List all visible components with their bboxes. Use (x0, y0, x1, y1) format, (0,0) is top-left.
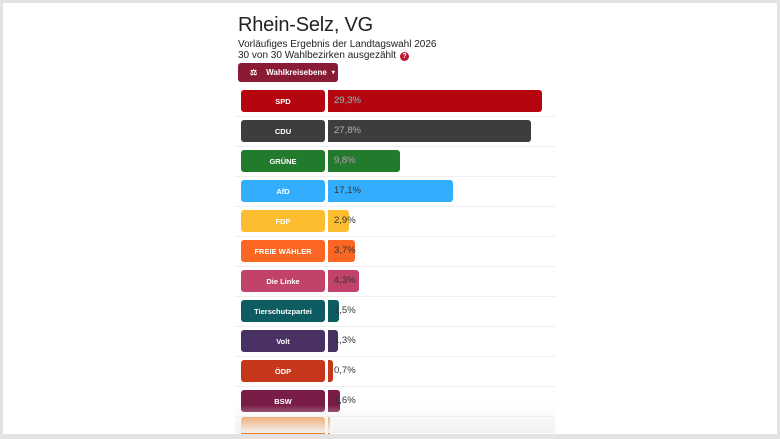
help-icon[interactable]: ? (400, 52, 410, 61)
party-label: FDP (241, 210, 325, 232)
result-bar (328, 210, 349, 232)
level-label: Wahlkreisebene (266, 68, 327, 77)
party-label: SPD (241, 90, 325, 112)
percent-value: 3,7% (334, 245, 356, 256)
party-label: AfD (241, 180, 325, 202)
percent-value: 0,7% (334, 365, 356, 376)
party-label: Die Linke (241, 270, 325, 292)
result-bar (328, 300, 339, 322)
percent-value: 1,6% (334, 395, 356, 406)
counted-status: 30 von 30 Wahlbezirken ausgezählt? (238, 50, 410, 61)
percent-value: 9,8% (334, 155, 356, 166)
result-bar (328, 270, 359, 292)
result-row[interactable]: ÖDP 0,7% (235, 357, 555, 387)
party-label: Tierschutzpartei (241, 300, 325, 322)
result-row[interactable]: FREIE WÄHLER 3,7% (235, 237, 555, 267)
result-bar (328, 90, 542, 112)
result-row[interactable]: CDU 27,8% (235, 117, 555, 147)
result-row[interactable]: Tierschutzpartei 1,5% (235, 297, 555, 327)
percent-value: 1,3% (334, 335, 356, 346)
chevron-down-icon: ▾ (331, 70, 335, 76)
result-bar (328, 330, 338, 352)
percent-value: 2,9% (334, 215, 356, 226)
page: Rhein-Selz, VG Vorläufiges Ergebnis der … (3, 3, 777, 434)
result-row[interactable]: SPD 29,3% (235, 87, 555, 117)
percent-value: 27,8% (334, 125, 361, 136)
party-label: ÖDP (241, 360, 325, 382)
subtitle: Vorläufiges Ergebnis der Landtagswahl 20… (238, 39, 437, 50)
page-title: Rhein-Selz, VG (238, 14, 374, 36)
party-label: FREIE WÄHLER (241, 240, 325, 262)
result-bar (328, 150, 400, 172)
party-label: GRÜNE (241, 150, 325, 172)
result-row[interactable]: FDP 2,9% (235, 207, 555, 237)
scroll-fade (235, 405, 555, 433)
result-bar (328, 180, 453, 202)
percent-value: 17,1% (334, 185, 361, 196)
counted-text: 30 von 30 Wahlbezirken ausgezählt (238, 50, 397, 61)
result-bar (328, 240, 355, 262)
result-bar (328, 120, 531, 142)
result-row[interactable]: GRÜNE 9,8% (235, 147, 555, 177)
percent-value: 29,3% (334, 95, 361, 106)
party-label: CDU (241, 120, 325, 142)
percent-value: 1,5% (334, 305, 356, 316)
level-dropdown-button[interactable]: ⚖ Wahlkreisebene ▾ (238, 63, 338, 82)
ballot-box-icon: ⚖ (250, 68, 258, 77)
result-bar (328, 360, 333, 382)
result-row[interactable]: Die Linke 4,3% (235, 267, 555, 297)
percent-value: 4,3% (334, 275, 356, 286)
result-row[interactable]: Volt 1,3% (235, 327, 555, 357)
result-row[interactable]: AfD 17,1% (235, 177, 555, 207)
results-list: SPD 29,3% CDU 27,8% GRÜNE 9,8% AfD 17,1% FDP 2,9%… (235, 87, 555, 417)
party-label: Volt (241, 330, 325, 352)
